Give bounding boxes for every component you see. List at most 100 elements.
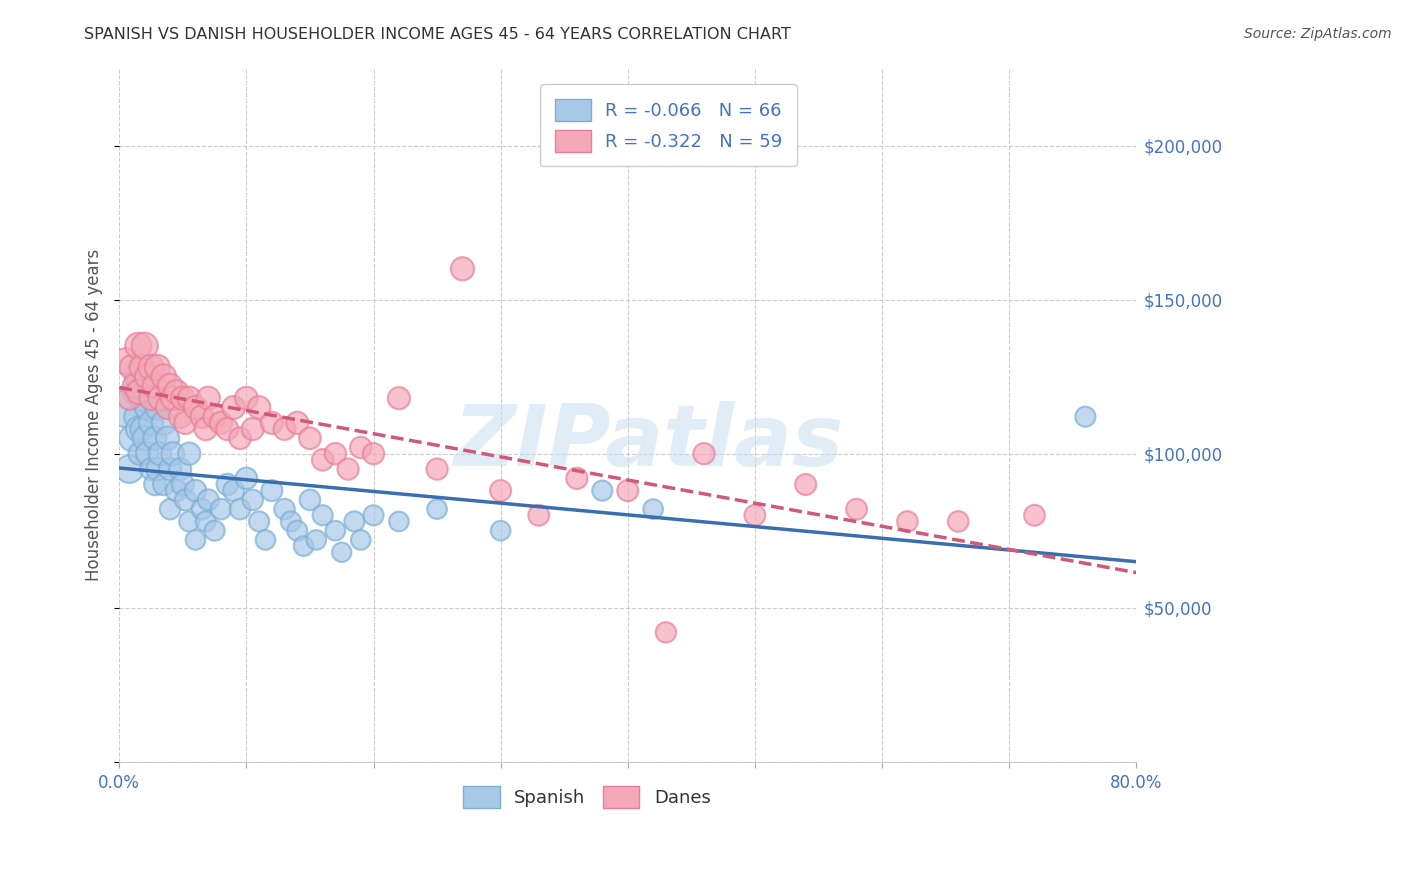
- Point: [197, 492, 219, 507]
- Point: [565, 471, 588, 485]
- Point: [325, 447, 347, 461]
- Point: [184, 483, 207, 498]
- Y-axis label: Householder Income Ages 45 - 64 years: Householder Income Ages 45 - 64 years: [86, 249, 103, 582]
- Legend: Spanish, Danes: Spanish, Danes: [456, 779, 718, 815]
- Point: [298, 431, 321, 445]
- Point: [149, 391, 172, 405]
- Point: [260, 416, 283, 430]
- Point: [489, 483, 512, 498]
- Point: [179, 515, 201, 529]
- Point: [136, 401, 159, 415]
- Point: [184, 401, 207, 415]
- Point: [527, 508, 550, 523]
- Point: [1024, 508, 1046, 523]
- Point: [254, 533, 277, 547]
- Point: [131, 391, 153, 405]
- Point: [152, 416, 174, 430]
- Point: [127, 385, 149, 400]
- Point: [162, 447, 184, 461]
- Point: [845, 502, 868, 516]
- Point: [139, 360, 162, 375]
- Point: [363, 508, 385, 523]
- Point: [896, 515, 918, 529]
- Point: [280, 515, 302, 529]
- Point: [179, 447, 201, 461]
- Point: [174, 492, 197, 507]
- Point: [350, 533, 373, 547]
- Point: [191, 502, 214, 516]
- Point: [184, 533, 207, 547]
- Point: [172, 391, 194, 405]
- Point: [591, 483, 613, 498]
- Point: [343, 515, 366, 529]
- Point: [169, 462, 191, 476]
- Point: [136, 369, 159, 384]
- Point: [194, 422, 217, 436]
- Point: [146, 360, 169, 375]
- Point: [217, 422, 239, 436]
- Point: [124, 385, 146, 400]
- Point: [337, 462, 360, 476]
- Point: [217, 477, 239, 491]
- Point: [204, 524, 226, 538]
- Point: [197, 391, 219, 405]
- Point: [149, 447, 172, 461]
- Point: [693, 447, 716, 461]
- Point: [131, 360, 153, 375]
- Point: [273, 422, 295, 436]
- Point: [242, 422, 264, 436]
- Point: [127, 339, 149, 353]
- Point: [247, 515, 270, 529]
- Point: [127, 369, 149, 384]
- Point: [222, 401, 245, 415]
- Point: [152, 477, 174, 491]
- Point: [146, 462, 169, 476]
- Point: [162, 391, 184, 405]
- Point: [114, 401, 136, 415]
- Point: [643, 502, 665, 516]
- Point: [139, 416, 162, 430]
- Point: [794, 477, 817, 491]
- Point: [166, 385, 188, 400]
- Point: [134, 379, 156, 393]
- Point: [146, 401, 169, 415]
- Point: [159, 379, 181, 393]
- Point: [350, 441, 373, 455]
- Point: [139, 462, 162, 476]
- Point: [273, 502, 295, 516]
- Point: [451, 261, 474, 276]
- Point: [305, 533, 328, 547]
- Point: [143, 379, 166, 393]
- Point: [156, 401, 179, 415]
- Point: [191, 409, 214, 424]
- Point: [159, 502, 181, 516]
- Point: [169, 409, 191, 424]
- Point: [616, 483, 638, 498]
- Point: [235, 471, 257, 485]
- Point: [114, 354, 136, 368]
- Point: [247, 401, 270, 415]
- Point: [118, 391, 141, 405]
- Point: [426, 502, 449, 516]
- Point: [121, 360, 143, 375]
- Point: [156, 431, 179, 445]
- Point: [1074, 409, 1097, 424]
- Point: [260, 483, 283, 498]
- Point: [292, 539, 315, 553]
- Point: [139, 391, 162, 405]
- Point: [489, 524, 512, 538]
- Point: [121, 431, 143, 445]
- Point: [222, 483, 245, 498]
- Point: [125, 409, 148, 424]
- Point: [118, 462, 141, 476]
- Point: [655, 625, 678, 640]
- Point: [229, 431, 252, 445]
- Point: [298, 492, 321, 507]
- Text: SPANISH VS DANISH HOUSEHOLDER INCOME AGES 45 - 64 YEARS CORRELATION CHART: SPANISH VS DANISH HOUSEHOLDER INCOME AGE…: [84, 27, 792, 42]
- Point: [388, 391, 411, 405]
- Point: [127, 422, 149, 436]
- Point: [166, 483, 188, 498]
- Point: [285, 416, 308, 430]
- Point: [131, 422, 153, 436]
- Point: [128, 447, 150, 461]
